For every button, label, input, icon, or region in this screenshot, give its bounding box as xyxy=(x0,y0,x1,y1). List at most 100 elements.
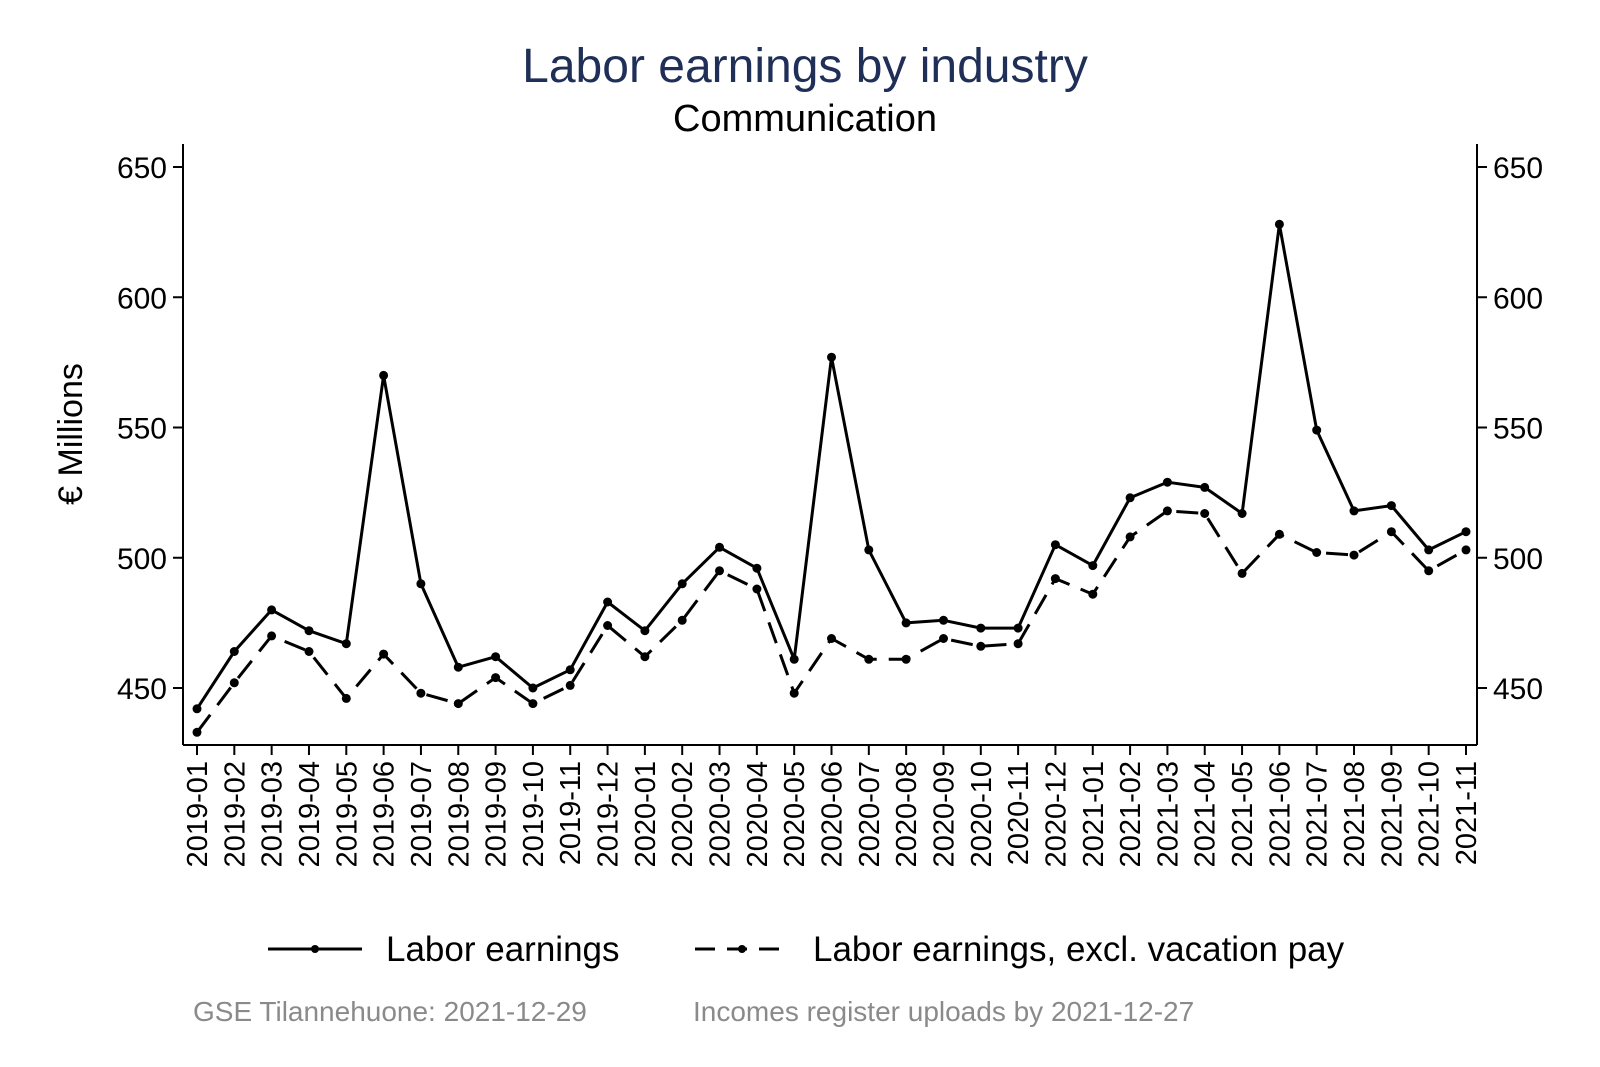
data-point-labor-earnings xyxy=(901,618,911,628)
data-point-labor-earnings xyxy=(304,626,314,636)
x-tick-label: 2021-02 xyxy=(1115,761,1147,867)
data-point-labor-earnings xyxy=(1461,527,1471,537)
legend-item-labor-earnings: Labor earnings xyxy=(268,930,620,969)
x-tick-label: 2020-07 xyxy=(854,761,886,867)
data-point-labor-earnings-excl-vacation xyxy=(1349,550,1359,560)
data-point-labor-earnings-excl-vacation xyxy=(491,673,501,683)
data-point-labor-earnings xyxy=(827,352,836,362)
x-tick-label: 2019-04 xyxy=(294,761,326,867)
data-point-labor-earnings-excl-vacation xyxy=(827,634,836,643)
x-tick-label: 2021-05 xyxy=(1227,761,1259,867)
x-tick-label: 2020-03 xyxy=(705,761,737,867)
footnote-source: GSE Tilannehuone: 2021-12-29 xyxy=(193,996,587,1027)
data-point-labor-earnings-excl-vacation xyxy=(1424,566,1434,576)
data-point-labor-earnings-excl-vacation xyxy=(341,693,351,703)
x-tick-label: 2019-02 xyxy=(219,761,251,867)
data-point-labor-earnings xyxy=(715,542,724,552)
data-point-labor-earnings-excl-vacation xyxy=(1200,509,1210,518)
data-point-labor-earnings-excl-vacation xyxy=(789,688,799,698)
data-point-labor-earnings-excl-vacation xyxy=(1237,568,1247,578)
x-tick-label: 2021-06 xyxy=(1264,761,1296,867)
data-point-labor-earnings xyxy=(1013,623,1023,633)
data-point-labor-earnings xyxy=(1125,493,1135,503)
data-point-labor-earnings-excl-vacation xyxy=(229,678,239,688)
x-tick-label: 2019-03 xyxy=(257,761,289,867)
x-tick-label: 2021-10 xyxy=(1414,761,1446,867)
x-tick-label: 2020-05 xyxy=(779,761,811,867)
x-tick-label: 2020-12 xyxy=(1040,761,1072,867)
y-ticks-right: 450 500 550 600 650 xyxy=(1477,152,1543,706)
x-tick-label: 2020-01 xyxy=(630,761,662,867)
legend: Labor earnings Labor earnings, excl. vac… xyxy=(268,930,1345,969)
data-point-labor-earnings-excl-vacation xyxy=(1312,548,1322,557)
data-point-labor-earnings-excl-vacation xyxy=(1013,639,1023,649)
data-point-labor-earnings-excl-vacation xyxy=(267,631,277,641)
data-point-labor-earnings xyxy=(1312,425,1322,435)
x-tick-label: 2019-12 xyxy=(593,761,625,867)
x-tick-label: 2021-11 xyxy=(1451,761,1483,865)
x-tick-label: 2019-09 xyxy=(481,761,513,867)
data-point-labor-earnings xyxy=(1088,561,1098,571)
data-point-labor-earnings xyxy=(1200,482,1210,492)
chart-subtitle: Communication xyxy=(673,98,937,140)
y-tick-label-left: 550 xyxy=(117,413,167,446)
data-point-labor-earnings xyxy=(379,370,389,380)
data-point-labor-earnings xyxy=(677,579,687,589)
data-point-labor-earnings xyxy=(341,639,351,649)
footnote-uploads: Incomes register uploads by 2021-12-27 xyxy=(693,996,1194,1027)
x-tick-label: 2019-11 xyxy=(555,761,587,865)
data-point-labor-earnings-excl-vacation xyxy=(1274,529,1284,539)
y-axis-label: € Millions xyxy=(52,363,90,505)
data-point-labor-earnings-excl-vacation xyxy=(864,654,874,664)
data-point-labor-earnings xyxy=(528,683,538,693)
data-point-labor-earnings-excl-vacation xyxy=(304,647,314,656)
x-tick-label: 2019-08 xyxy=(443,761,475,867)
data-point-labor-earnings xyxy=(1237,509,1247,518)
data-point-labor-earnings xyxy=(752,563,762,573)
x-tick-label: 2019-07 xyxy=(406,761,438,867)
legend-label-labor-earnings: Labor earnings xyxy=(386,930,620,969)
data-point-labor-earnings-excl-vacation xyxy=(901,654,911,664)
data-point-labor-earnings-excl-vacation xyxy=(1050,574,1060,584)
data-point-labor-earnings xyxy=(491,652,501,662)
y-tick-label-right: 450 xyxy=(1493,673,1543,706)
data-point-labor-earnings xyxy=(192,704,202,714)
data-point-labor-earnings xyxy=(864,545,874,555)
chart-title: Labor earnings by industry xyxy=(522,40,1088,93)
data-point-labor-earnings xyxy=(603,597,613,607)
data-point-labor-earnings xyxy=(976,623,986,633)
data-point-labor-earnings xyxy=(416,579,426,589)
data-point-labor-earnings-excl-vacation xyxy=(453,699,463,709)
data-point-labor-earnings-excl-vacation xyxy=(565,680,575,690)
legend-marker-dashed xyxy=(738,945,746,953)
data-point-labor-earnings-excl-vacation xyxy=(528,699,538,709)
data-point-labor-earnings-excl-vacation xyxy=(752,584,762,594)
data-point-labor-earnings-excl-vacation xyxy=(1125,532,1135,542)
data-point-labor-earnings xyxy=(640,626,650,636)
legend-item-labor-earnings-excl-vacation: Labor earnings, excl. vacation pay xyxy=(695,930,1345,969)
y-tick-label-right: 600 xyxy=(1493,282,1543,315)
series-points xyxy=(192,219,1471,737)
data-point-labor-earnings xyxy=(1424,545,1434,555)
data-point-labor-earnings xyxy=(565,665,575,675)
data-point-labor-earnings xyxy=(229,647,239,656)
x-tick-label: 2020-10 xyxy=(966,761,998,867)
data-point-labor-earnings-excl-vacation xyxy=(1461,545,1471,555)
y-tick-label-left: 600 xyxy=(117,282,167,315)
series-line-labor-earnings-excl-vacation xyxy=(195,509,1467,734)
data-point-labor-earnings xyxy=(1162,477,1172,487)
x-tick-label: 2021-03 xyxy=(1152,761,1184,867)
y-tick-label-left: 500 xyxy=(117,543,167,576)
legend-label-labor-earnings-excl-vacation: Labor earnings, excl. vacation pay xyxy=(813,930,1345,969)
data-point-labor-earnings-excl-vacation xyxy=(416,688,426,698)
x-tick-label: 2021-04 xyxy=(1190,761,1222,867)
x-tick-label: 2019-05 xyxy=(331,761,363,867)
data-point-labor-earnings-excl-vacation xyxy=(192,727,202,737)
x-tick-label: 2019-06 xyxy=(369,761,401,867)
x-tick-label: 2021-09 xyxy=(1376,761,1408,867)
y-tick-label-right: 500 xyxy=(1493,543,1543,576)
data-point-labor-earnings-excl-vacation xyxy=(1162,506,1172,516)
x-tick-label: 2019-10 xyxy=(518,761,550,867)
data-point-labor-earnings-excl-vacation xyxy=(603,621,613,630)
